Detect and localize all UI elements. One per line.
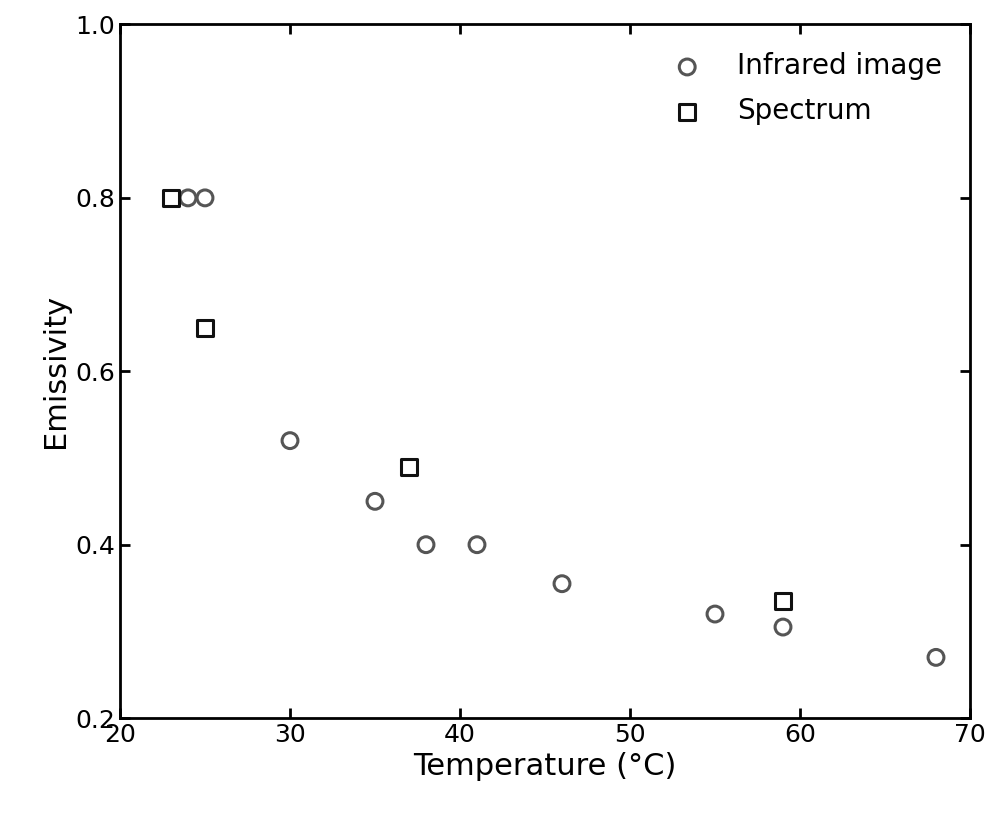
X-axis label: Temperature (°C): Temperature (°C) bbox=[413, 752, 677, 782]
Legend: Infrared image, Spectrum: Infrared image, Spectrum bbox=[646, 38, 956, 139]
Spectrum bbox=[163, 192, 179, 205]
Spectrum bbox=[197, 322, 213, 335]
Infrared image bbox=[197, 192, 213, 205]
Infrared image bbox=[707, 607, 723, 621]
Infrared image bbox=[367, 494, 383, 508]
Infrared image bbox=[469, 539, 485, 552]
Infrared image bbox=[282, 434, 298, 447]
Infrared image bbox=[180, 192, 196, 205]
Spectrum bbox=[775, 595, 791, 608]
Infrared image bbox=[418, 539, 434, 552]
Infrared image bbox=[775, 620, 791, 633]
Infrared image bbox=[928, 651, 944, 664]
Infrared image bbox=[554, 577, 570, 590]
Spectrum bbox=[401, 460, 417, 473]
Y-axis label: Emissivity: Emissivity bbox=[41, 295, 70, 448]
